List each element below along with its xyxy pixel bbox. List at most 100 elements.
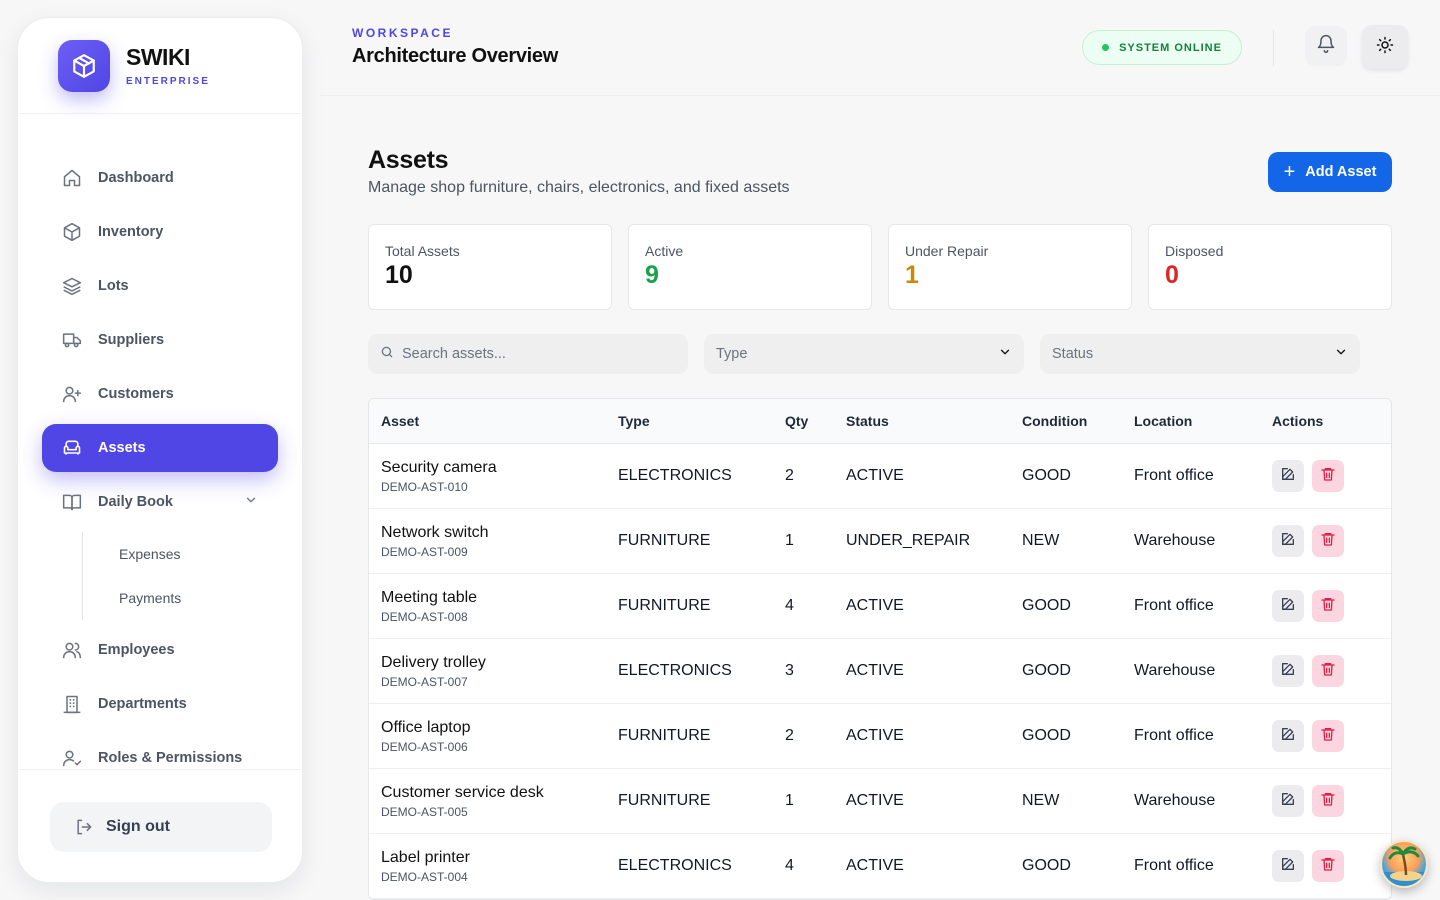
edit-icon: [1280, 466, 1296, 487]
asset-name[interactable]: Label printer: [381, 848, 470, 866]
row-actions: [1272, 655, 1391, 687]
sidebar-item-label: Roles & Permissions: [98, 750, 243, 766]
edit-icon: [1280, 661, 1296, 682]
asset-name[interactable]: Delivery trolley: [381, 653, 486, 671]
asset-qty: 4: [785, 597, 794, 614]
asset-qty: 2: [785, 467, 794, 484]
sidebar-item-label: Customers: [98, 386, 174, 402]
column-header-asset[interactable]: Asset: [381, 413, 420, 429]
table-row[interactable]: Network switch DEMO-AST-009 FURNITURE 1 UNDE…: [369, 509, 1391, 574]
sidebar-item-lots[interactable]: Lots: [42, 262, 278, 310]
sidebar: SWIKI ENTERPRISE Dashboard Inventory Lot…: [17, 17, 303, 883]
book-icon: [62, 492, 82, 512]
sidebar-item-suppliers[interactable]: Suppliers: [42, 316, 278, 364]
asset-condition: GOOD: [1022, 857, 1071, 874]
asset-condition: GOOD: [1022, 467, 1071, 484]
sidebar-item-departments[interactable]: Departments: [42, 680, 278, 728]
asset-name[interactable]: Meeting table: [381, 588, 478, 606]
type-select-value: Type: [716, 346, 748, 362]
table-row[interactable]: Label printer DEMO-AST-004 ELECTRONICS 4 ACT…: [369, 834, 1391, 899]
brand-logo-icon[interactable]: [58, 39, 110, 92]
asset-location: Warehouse: [1134, 532, 1216, 549]
column-header-qty[interactable]: Qty: [785, 413, 809, 429]
sidebar-subitem-expenses[interactable]: Expenses: [119, 546, 181, 562]
column-header-condition[interactable]: Condition: [1022, 413, 1088, 429]
add-asset-button[interactable]: + Add Asset: [1268, 152, 1392, 192]
asset-name[interactable]: Security camera: [381, 458, 497, 476]
sidebar-item-label: Assets: [98, 440, 146, 456]
asset-condition: GOOD: [1022, 727, 1071, 744]
sidebar-item-dashboard[interactable]: Dashboard: [42, 154, 278, 202]
sign-out-label: Sign out: [106, 818, 170, 835]
edit-button[interactable]: [1272, 785, 1304, 817]
delete-button[interactable]: [1312, 590, 1344, 622]
edit-icon: [1280, 531, 1296, 552]
delete-button[interactable]: [1312, 785, 1344, 817]
edit-button[interactable]: [1272, 590, 1304, 622]
sidebar-item-roles-permissions[interactable]: Roles & Permissions: [42, 734, 278, 782]
daily-book-submenu: Expenses Payments: [82, 532, 278, 620]
edit-button[interactable]: [1272, 850, 1304, 882]
type-select[interactable]: Type: [704, 334, 1024, 374]
sidebar-item-daily-book[interactable]: Daily Book: [42, 478, 278, 526]
theme-toggle-button[interactable]: [1362, 25, 1408, 69]
delete-button[interactable]: [1312, 460, 1344, 492]
sidebar-item-assets[interactable]: Assets: [42, 424, 278, 472]
table-row[interactable]: Meeting table DEMO-AST-008 FURNITURE 4 ACTIV…: [369, 574, 1391, 639]
asset-qty: 2: [785, 727, 794, 744]
sidebar-item-label: Suppliers: [98, 332, 165, 348]
asset-status: ACTIVE: [846, 467, 904, 484]
chevron-down-icon: [998, 345, 1012, 363]
sidebar-item-employees[interactable]: Employees: [42, 626, 278, 674]
system-status-text: SYSTEM ONLINE: [1119, 41, 1222, 54]
table-row[interactable]: Security camera DEMO-AST-010 ELECTRONICS 2 A…: [369, 444, 1391, 509]
delete-button[interactable]: [1312, 720, 1344, 752]
notifications-button[interactable]: [1305, 26, 1347, 66]
sign-out-button[interactable]: Sign out: [50, 802, 272, 852]
asset-location: Front office: [1134, 727, 1214, 744]
asset-name[interactable]: Office laptop: [381, 718, 471, 736]
trash-icon: [1320, 531, 1336, 552]
asset-condition: GOOD: [1022, 662, 1071, 679]
edit-button[interactable]: [1272, 460, 1304, 492]
search-input[interactable]: [402, 346, 672, 362]
asset-status: ACTIVE: [846, 792, 904, 809]
sidebar-item-customers[interactable]: Customers: [42, 370, 278, 418]
delete-button[interactable]: [1312, 850, 1344, 882]
edit-button[interactable]: [1272, 720, 1304, 752]
column-header-status[interactable]: Status: [846, 413, 889, 429]
status-select[interactable]: Status: [1040, 334, 1360, 374]
filter-bar: Type Status: [368, 334, 1360, 374]
floating-assistant-avatar[interactable]: [1380, 840, 1428, 888]
table-row[interactable]: Customer service desk DEMO-AST-005 FURNITU…: [369, 769, 1391, 834]
row-actions: [1272, 525, 1391, 557]
row-actions: [1272, 720, 1391, 752]
brand-name: SWIKI: [126, 44, 190, 70]
table-row[interactable]: Delivery trolley DEMO-AST-007 ELECTRONICS 3…: [369, 639, 1391, 704]
delete-button[interactable]: [1312, 525, 1344, 557]
edit-button[interactable]: [1272, 525, 1304, 557]
status-select-value: Status: [1052, 346, 1094, 362]
asset-location: Front office: [1134, 467, 1214, 484]
table-row[interactable]: Office laptop DEMO-AST-006 FURNITURE 2 ACTIV…: [369, 704, 1391, 769]
column-header-actions: Actions: [1272, 413, 1324, 429]
row-actions: [1272, 850, 1391, 882]
building-icon: [62, 694, 82, 714]
chevron-down-icon[interactable]: [244, 493, 258, 511]
asset-cell: Customer service desk DEMO-AST-005: [369, 784, 618, 819]
user-plus-icon: [62, 384, 82, 404]
asset-type: FURNITURE: [618, 597, 711, 614]
sidebar-nav: Dashboard Inventory Lots Suppliers Custo…: [42, 154, 278, 788]
column-header-type[interactable]: Type: [618, 413, 650, 429]
stat-value: 0: [1165, 261, 1179, 289]
workspace-title: Architecture Overview: [352, 45, 559, 67]
sidebar-item-inventory[interactable]: Inventory: [42, 208, 278, 256]
column-header-location[interactable]: Location: [1134, 413, 1193, 429]
asset-type: FURNITURE: [618, 532, 711, 549]
sidebar-subitem-payments[interactable]: Payments: [119, 590, 182, 606]
asset-name[interactable]: Customer service desk: [381, 783, 544, 801]
asset-name[interactable]: Network switch: [381, 523, 489, 541]
stat-value: 1: [905, 261, 919, 289]
edit-button[interactable]: [1272, 655, 1304, 687]
delete-button[interactable]: [1312, 655, 1344, 687]
